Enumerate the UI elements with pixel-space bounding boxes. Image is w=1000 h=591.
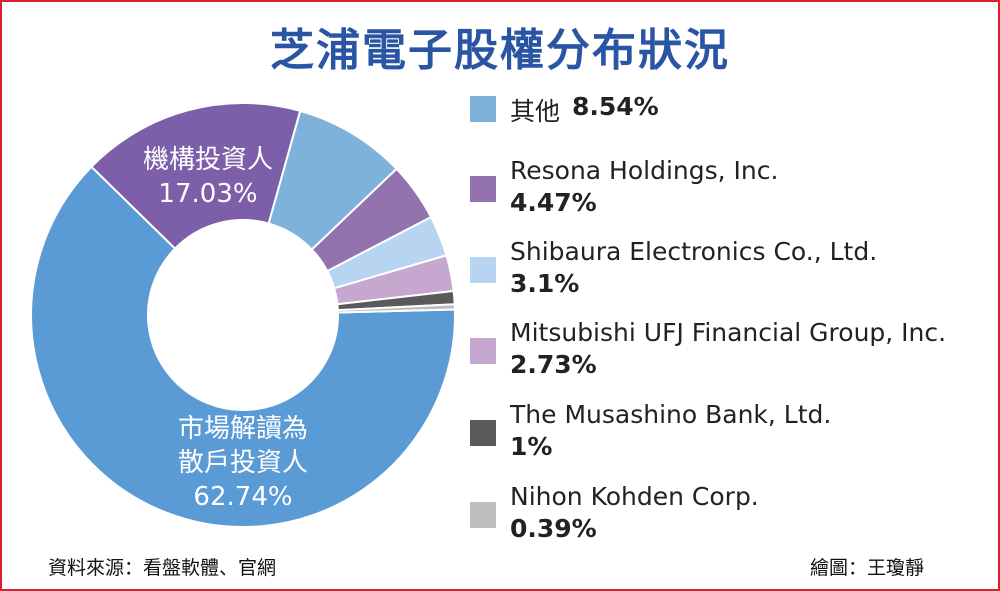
slice-retail — [30, 165, 456, 528]
source-note: 資料來源：看盤軟體、官網 — [48, 557, 277, 579]
legend-name: The Musashino Bank, Ltd. — [510, 400, 832, 429]
slice-label-retail-line2: 散戶投資人 — [178, 448, 308, 478]
slice-institutional — [90, 102, 302, 250]
legend-swatch — [470, 420, 496, 446]
legend-value: 1% — [510, 432, 553, 461]
legend-swatch — [470, 176, 496, 202]
legend-swatch — [470, 502, 496, 528]
legend-swatch — [470, 96, 496, 122]
slice-label-retail-line1: 市場解讀為 — [178, 414, 308, 444]
legend-name: 其他 — [510, 97, 561, 126]
legend-swatch — [470, 338, 496, 364]
legend-name: Mitsubishi UFJ Financial Group, Inc. — [510, 318, 947, 347]
legend-name: Shibaura Electronics Co., Ltd. — [510, 237, 878, 266]
legend-swatch — [470, 257, 496, 283]
slice-value-institutional: 17.03% — [158, 179, 257, 209]
slice-label-institutional: 機構投資人 — [143, 145, 273, 175]
legend-name: Nihon Kohden Corp. — [510, 482, 759, 511]
slice-group — [30, 102, 456, 528]
slice-nihon-kohden — [336, 303, 456, 314]
legend-name: Resona Holdings, Inc. — [510, 156, 779, 185]
chart-title: 芝浦電子股權分布狀況 — [270, 25, 730, 76]
legend-value: 0.39% — [510, 514, 597, 543]
legend-value: 4.47% — [510, 188, 597, 217]
credit-note: 繪圖：王瓊靜 — [810, 557, 925, 579]
legend-value: 2.73% — [510, 350, 597, 379]
legend-value: 3.1% — [510, 269, 580, 298]
legend-value: 8.54% — [572, 92, 659, 121]
slice-value-retail: 62.74% — [193, 482, 292, 512]
